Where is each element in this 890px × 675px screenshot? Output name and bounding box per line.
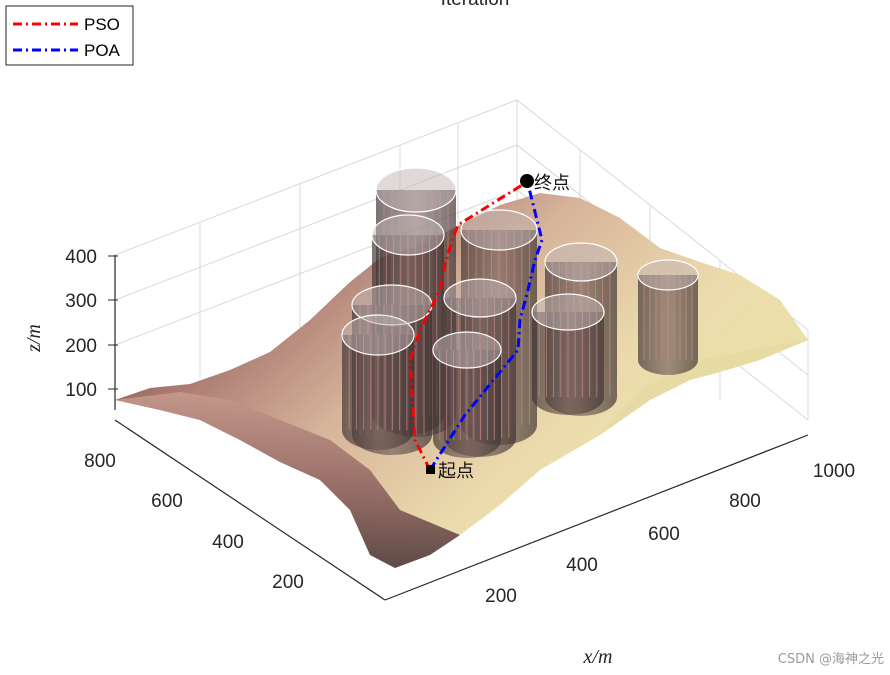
- x-tick-label: 600: [648, 524, 680, 545]
- z-axis-label: z/m: [23, 324, 45, 353]
- x-tick-label: 800: [729, 491, 761, 512]
- x-tick-label: 200: [485, 586, 517, 607]
- end-label: 终点: [534, 173, 570, 194]
- obstacle-cylinder: [637, 259, 699, 375]
- z-tick-label: 100: [65, 380, 97, 401]
- obstacle-cylinder: [432, 331, 502, 458]
- y-tick-label: 800: [84, 451, 116, 472]
- x-axis: 200 400 600 800 1000: [485, 461, 855, 607]
- x-tick-label: 400: [566, 555, 598, 576]
- z-tick-label: 300: [65, 291, 97, 312]
- legend-poa-label: POA: [84, 41, 121, 60]
- y-tick-label: 200: [272, 572, 304, 593]
- obstacle-cylinder: [531, 293, 605, 415]
- obstacles: [341, 167, 699, 458]
- z-tick-label: 200: [65, 336, 97, 357]
- legend: PSO POA: [5, 5, 134, 66]
- y-tick-label: 600: [151, 491, 183, 512]
- start-marker: 起点: [426, 461, 474, 482]
- watermark: CSDN @海神之光: [777, 652, 884, 667]
- axes-lines: [114, 255, 809, 601]
- path-series: [408, 180, 544, 471]
- series-line-poa: [428, 181, 544, 471]
- x-axis-label: x/m: [583, 646, 613, 668]
- obstacle-cylinder: [341, 314, 415, 450]
- series-line-pso: [408, 180, 528, 471]
- x-tick-label: 1000: [813, 461, 855, 482]
- z-tick-label: 400: [65, 247, 97, 268]
- z-axis: 100 200 300 400: [65, 247, 118, 401]
- chart-title: Iteration: [441, 0, 510, 10]
- legend-pso-label: PSO: [84, 15, 120, 34]
- end-marker: 终点: [520, 173, 570, 194]
- start-label: 起点: [438, 461, 474, 482]
- y-tick-label: 400: [212, 532, 244, 553]
- y-axis: 200 400 600 800: [84, 451, 304, 593]
